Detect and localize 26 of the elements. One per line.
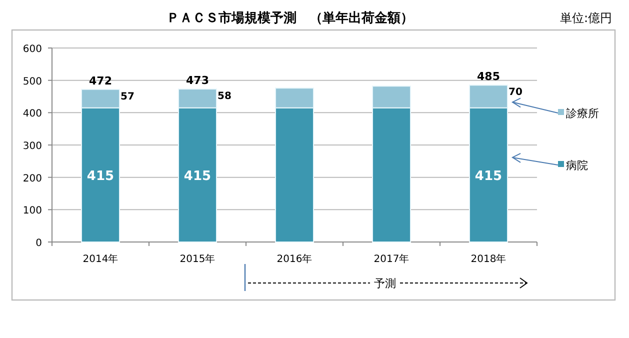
legend-label: 病院: [566, 159, 588, 172]
x-tick-label: 2018年: [470, 253, 506, 265]
legend-label: 診療所: [566, 107, 599, 120]
x-tick-label: 2014年: [82, 253, 118, 265]
data-label: 70: [508, 87, 522, 98]
y-tick-label: 500: [22, 76, 42, 88]
y-tick-label: 300: [22, 141, 42, 152]
total-label: 472: [89, 74, 112, 88]
chart-title: ＰＡＣＳ市場規模予測 （単年出荷金額）: [166, 10, 414, 26]
x-tick-label: 2016年: [276, 253, 312, 265]
data-label: 415: [86, 168, 114, 184]
data-label: 415: [474, 168, 502, 184]
x-tick-label: 2015年: [180, 253, 216, 265]
y-tick-label: 0: [36, 238, 42, 249]
text: 単位:億円: [560, 11, 612, 25]
total-label: 485: [477, 70, 500, 84]
data-label: 415: [184, 168, 212, 184]
text: 予測: [374, 277, 396, 290]
y-tick-label: 200: [22, 173, 42, 184]
total-label: 473: [186, 74, 209, 88]
x-tick-label: 2017年: [374, 253, 410, 265]
data-label: 57: [120, 91, 134, 102]
y-tick-label: 400: [22, 108, 42, 120]
data-label: 58: [218, 91, 232, 102]
y-tick-label: 600: [22, 44, 42, 55]
y-tick-label: 100: [22, 206, 42, 217]
